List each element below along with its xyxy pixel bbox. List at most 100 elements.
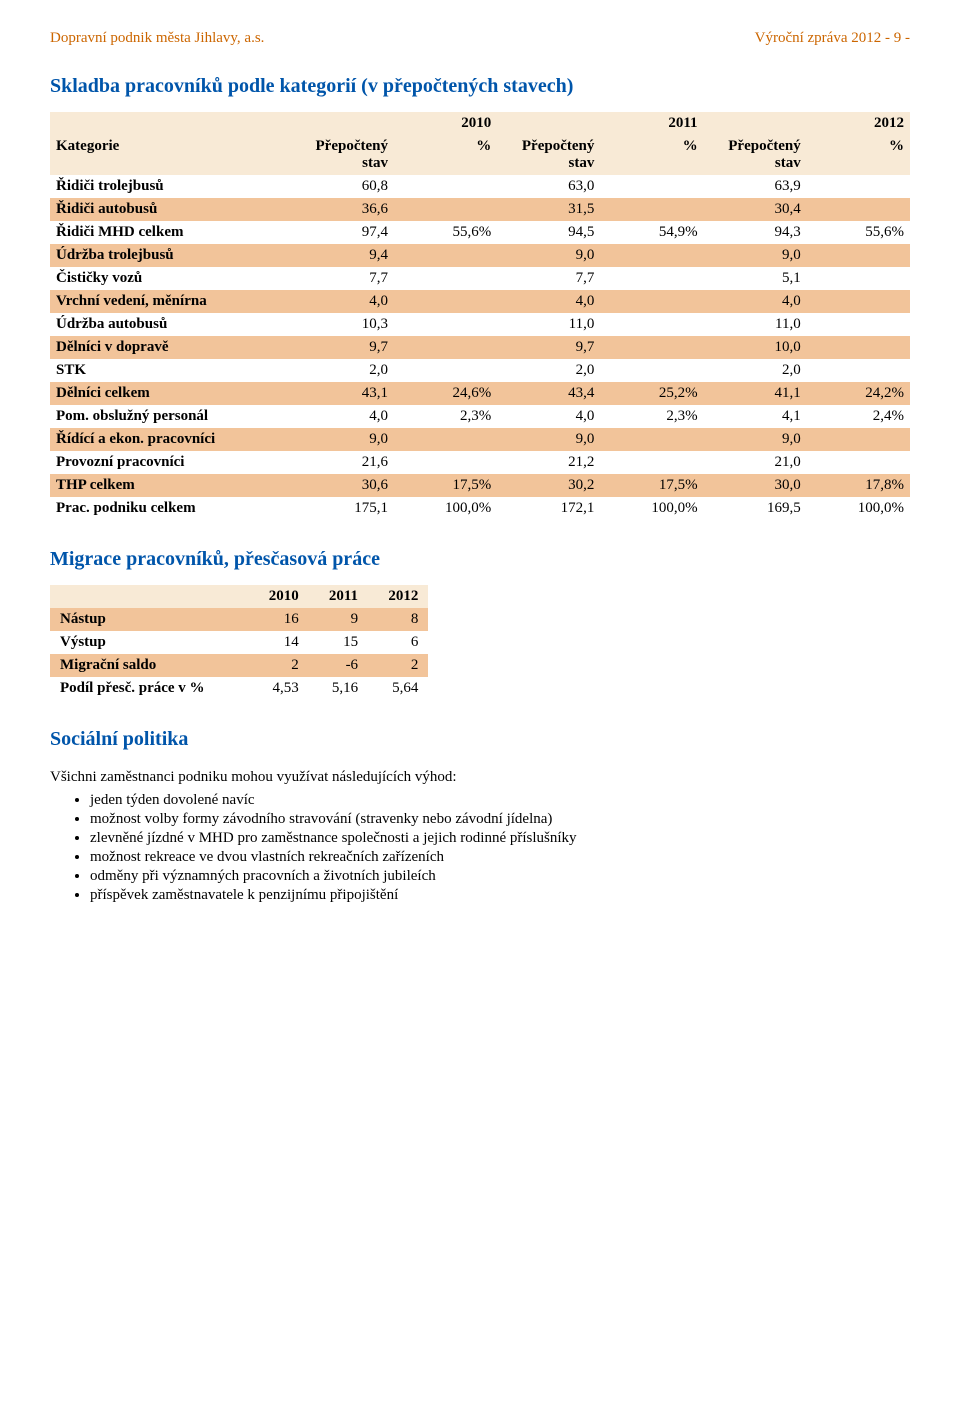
- cell-value: 24,2%: [807, 382, 910, 405]
- cell-value: 100,0%: [394, 497, 497, 520]
- list-item: možnost volby formy závodního stravování…: [90, 811, 910, 828]
- cell-value: [807, 290, 910, 313]
- cell-value: 17,5%: [600, 474, 703, 497]
- cell-value: [600, 198, 703, 221]
- table-row: Údržba trolejbusů9,49,09,0: [50, 244, 910, 267]
- list-item: jeden týden dovolené navíc: [90, 792, 910, 809]
- year-2010: 2010: [291, 112, 497, 135]
- cell-value: 2: [368, 654, 428, 677]
- col-pct-3: %: [807, 135, 910, 175]
- m-year-2010: 2010: [248, 585, 308, 608]
- cell-value: [600, 336, 703, 359]
- section3-title: Sociální politika: [50, 728, 910, 751]
- table-row: Čističky vozů7,77,75,1: [50, 267, 910, 290]
- row-label: Vrchní vedení, měnírna: [50, 290, 291, 313]
- cell-value: [394, 267, 497, 290]
- cell-value: 31,5: [497, 198, 600, 221]
- row-label: Prac. podniku celkem: [50, 497, 291, 520]
- table-row: Dělníci celkem43,124,6%43,425,2%41,124,2…: [50, 382, 910, 405]
- cell-value: 2,4%: [807, 405, 910, 428]
- cell-value: [394, 336, 497, 359]
- cell-value: 4,0: [291, 290, 394, 313]
- cell-value: 54,9%: [600, 221, 703, 244]
- cell-value: [394, 290, 497, 313]
- cell-value: 100,0%: [600, 497, 703, 520]
- cell-value: [394, 175, 497, 198]
- cell-value: 94,5: [497, 221, 600, 244]
- section2-title: Migrace pracovníků, přesčasová práce: [50, 548, 910, 571]
- row-label: Výstup: [50, 631, 248, 654]
- cell-value: 5,16: [309, 677, 368, 700]
- table-row: Výstup14156: [50, 631, 428, 654]
- cell-value: 21,0: [704, 451, 807, 474]
- cell-value: 36,6: [291, 198, 394, 221]
- row-label: Čističky vozů: [50, 267, 291, 290]
- section3-intro: Všichni zaměstnanci podniku mohou využív…: [50, 769, 910, 786]
- table-row: THP celkem30,617,5%30,217,5%30,017,8%: [50, 474, 910, 497]
- table-row: Řidiči MHD celkem97,455,6%94,554,9%94,35…: [50, 221, 910, 244]
- cell-value: [807, 313, 910, 336]
- table-row: Řidiči trolejbusů60,863,063,9: [50, 175, 910, 198]
- cell-value: 9: [309, 608, 368, 631]
- cell-value: 4,0: [704, 290, 807, 313]
- page-header: Dopravní podnik města Jihlavy, a.s. Výro…: [50, 30, 910, 47]
- row-label: Dělníci v dopravě: [50, 336, 291, 359]
- cell-value: 21,6: [291, 451, 394, 474]
- cell-value: [600, 290, 703, 313]
- cell-value: 7,7: [291, 267, 394, 290]
- table-col-row: Kategorie Přepočtený stav % Přepočtený s…: [50, 135, 910, 175]
- table-row: Dělníci v dopravě9,79,710,0: [50, 336, 910, 359]
- year-2012: 2012: [704, 112, 910, 135]
- cell-value: 9,0: [291, 428, 394, 451]
- col-pct-1: %: [394, 135, 497, 175]
- cell-value: 2,0: [497, 359, 600, 382]
- cell-value: 5,64: [368, 677, 428, 700]
- table-row: Nástup1698: [50, 608, 428, 631]
- col-prep-2: Přepočtený stav: [497, 135, 600, 175]
- cell-value: [807, 244, 910, 267]
- cell-value: 43,4: [497, 382, 600, 405]
- row-label: Podíl přesč. práce v %: [50, 677, 248, 700]
- cell-value: [600, 244, 703, 267]
- cell-value: [394, 244, 497, 267]
- cell-value: 11,0: [497, 313, 600, 336]
- cell-value: 94,3: [704, 221, 807, 244]
- cell-value: 30,2: [497, 474, 600, 497]
- cell-value: 2,0: [704, 359, 807, 382]
- table-row: STK2,02,02,0: [50, 359, 910, 382]
- cell-value: 9,7: [497, 336, 600, 359]
- cell-value: 9,0: [704, 244, 807, 267]
- cell-value: 63,0: [497, 175, 600, 198]
- cell-value: 5,1: [704, 267, 807, 290]
- m-year-2011: 2011: [309, 585, 368, 608]
- cell-value: 25,2%: [600, 382, 703, 405]
- cell-value: 43,1: [291, 382, 394, 405]
- row-label: Řidiči trolejbusů: [50, 175, 291, 198]
- cell-value: 55,6%: [394, 221, 497, 244]
- cell-value: 175,1: [291, 497, 394, 520]
- row-label: THP celkem: [50, 474, 291, 497]
- table-row: Provozní pracovníci21,6 21,2 21,0: [50, 451, 910, 474]
- row-label: Nástup: [50, 608, 248, 631]
- cell-value: 172,1: [497, 497, 600, 520]
- cell-value: 9,7: [291, 336, 394, 359]
- cell-value: 4,0: [497, 290, 600, 313]
- cell-value: 17,5%: [394, 474, 497, 497]
- row-label: Řidiči MHD celkem: [50, 221, 291, 244]
- list-item: příspěvek zaměstnavatele k penzijnímu př…: [90, 887, 910, 904]
- cell-value: 24,6%: [394, 382, 497, 405]
- col-prep-3: Přepočtený stav: [704, 135, 807, 175]
- row-label: Provozní pracovníci: [50, 451, 291, 474]
- cell-value: 21,2: [497, 451, 600, 474]
- cell-value: 9,4: [291, 244, 394, 267]
- row-label: Migrační saldo: [50, 654, 248, 677]
- cell-value: 14: [248, 631, 308, 654]
- list-item: odměny při významných pracovních a život…: [90, 868, 910, 885]
- header-right: Výroční zpráva 2012 - 9 -: [755, 30, 910, 47]
- cell-value: [600, 267, 703, 290]
- table-row: Prac. podniku celkem175,1100,0%172,1100,…: [50, 497, 910, 520]
- table-migrace: 2010 2011 2012 Nástup1698Výstup14156Migr…: [50, 585, 428, 700]
- cell-value: [807, 359, 910, 382]
- cell-value: [600, 428, 703, 451]
- cell-value: [807, 198, 910, 221]
